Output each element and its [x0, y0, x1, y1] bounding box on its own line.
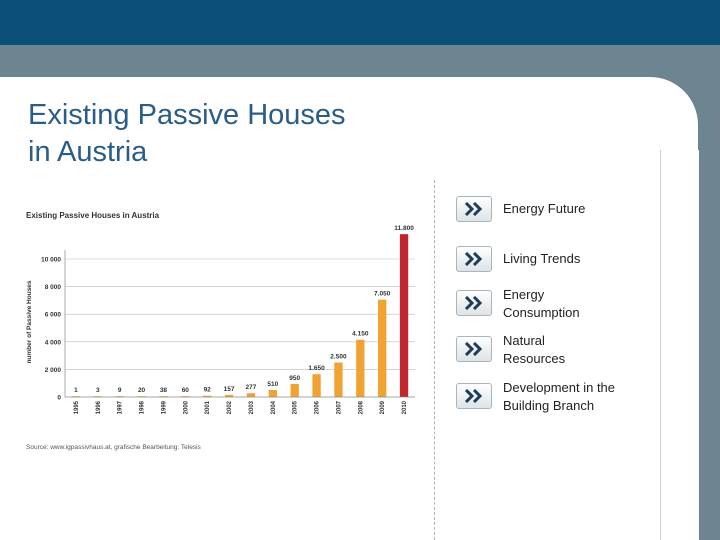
chevron-right-double-icon: [456, 336, 492, 362]
data-label: 950: [289, 375, 300, 382]
bar: [71, 396, 81, 397]
bar: [334, 362, 343, 397]
data-label: 60: [182, 387, 190, 394]
y-axis-label: number of Passive Houses: [26, 280, 33, 363]
right-stripe: [660, 150, 699, 540]
nav-label: Living Trends: [503, 251, 581, 266]
data-label: 277: [246, 384, 257, 391]
data-label: 20: [138, 387, 146, 394]
nav-item-living-trends[interactable]: Living Trends: [456, 246, 656, 286]
data-label: 11.800: [394, 225, 414, 232]
chart-title: Existing Passive Houses in Austria: [26, 211, 160, 220]
x-tick-label: 1995: [74, 400, 80, 414]
nav-item-energy-consumption[interactable]: Energy Consumption: [456, 287, 656, 330]
y-tick-label: 4 000: [45, 339, 62, 346]
y-tick-label: 2 000: [45, 367, 62, 374]
x-tick-label: 2002: [227, 400, 233, 414]
data-label: 157: [224, 386, 235, 393]
nav-item-building-branch[interactable]: Development in the Building Branch: [456, 380, 656, 423]
data-label: 7.050: [374, 291, 391, 298]
bar: [378, 299, 387, 397]
data-label: 3: [96, 387, 100, 394]
y-tick-label: 0: [57, 395, 61, 402]
nav-item-natural-resources[interactable]: Natural Resources: [456, 333, 656, 376]
bar: [312, 374, 321, 397]
passive-houses-chart: Existing Passive Houses in Austria numbe…: [26, 211, 415, 414]
bar: [246, 393, 256, 397]
chevron-right-double-icon: [456, 246, 492, 272]
y-tick-label: 10 000: [41, 257, 61, 264]
x-tick-label: 1996: [96, 400, 102, 414]
x-tick-label: 2010: [402, 400, 408, 414]
data-label: 510: [267, 381, 278, 388]
bar: [115, 396, 124, 397]
nav-label: Natural Resources: [503, 333, 566, 366]
chevron-right-double-icon: [456, 383, 492, 409]
bar: [399, 234, 409, 397]
nav-item-energy-future[interactable]: Energy Future: [456, 196, 656, 236]
bar: [224, 394, 234, 397]
x-tick-label: 1999: [161, 400, 167, 414]
nav-label: Development in the Building Branch: [503, 380, 616, 413]
data-label: 1.650: [308, 365, 325, 372]
data-label: 2.500: [330, 354, 347, 361]
chart-source: Source: www.igpassivhaus.at, grafische B…: [26, 444, 201, 451]
x-tick-label: 1997: [118, 400, 124, 414]
x-tick-label: 1998: [140, 400, 146, 414]
bar: [159, 396, 168, 397]
data-label: 1: [74, 387, 78, 394]
chevron-right-double-icon: [456, 196, 492, 222]
data-label: 4.150: [352, 331, 369, 338]
x-tick-label: 2001: [205, 400, 211, 414]
x-tick-label: 2009: [380, 400, 386, 414]
bar: [268, 389, 277, 397]
x-tick-label: 2003: [249, 400, 255, 414]
bar: [181, 396, 190, 397]
x-tick-label: 2008: [358, 400, 364, 414]
chevron-right-double-icon: [456, 290, 492, 316]
bar: [137, 396, 146, 397]
bar: [290, 383, 299, 397]
data-label: 38: [160, 387, 168, 394]
divider: [434, 180, 435, 540]
bar: [356, 339, 365, 397]
data-label: 9: [118, 387, 122, 394]
y-tick-label: 8 000: [45, 284, 62, 291]
data-label: 92: [204, 387, 212, 394]
y-tick-label: 6 000: [45, 312, 62, 319]
x-tick-label: 2007: [336, 400, 342, 414]
nav-label: Energy Future: [503, 201, 586, 216]
x-tick-label: 2000: [183, 400, 189, 414]
x-tick-label: 2004: [271, 400, 277, 414]
x-tick-label: 2006: [315, 400, 321, 414]
nav-label: Energy Consumption: [503, 287, 580, 320]
slide-content: [0, 77, 698, 540]
slide-title: Existing Passive Houses in Austria: [28, 99, 346, 168]
bar: [93, 396, 102, 397]
bar: [203, 395, 212, 397]
x-tick-label: 2005: [293, 400, 299, 414]
